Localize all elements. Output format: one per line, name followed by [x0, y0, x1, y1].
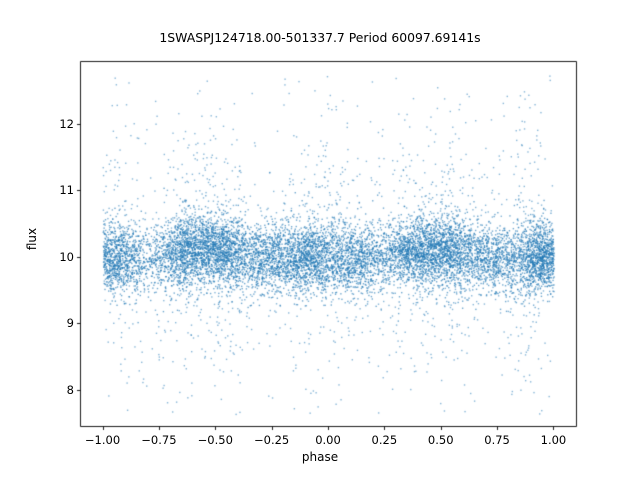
x-tick-label: −0.75	[141, 433, 177, 447]
x-tick-label: −0.50	[197, 433, 233, 447]
x-tick-label: 1.00	[540, 433, 567, 447]
y-axis-label: flux	[25, 227, 39, 251]
y-tick-label: 8	[66, 382, 74, 397]
x-tick-label: 0.75	[484, 433, 510, 447]
x-tick-label: −1.00	[84, 433, 121, 447]
x-tick-label: −0.25	[254, 433, 290, 447]
x-tick-label: 0.00	[315, 433, 341, 447]
y-tick-label: 9	[66, 316, 74, 331]
x-tick-label: 0.25	[371, 433, 398, 447]
y-tick-label: 12	[59, 117, 74, 132]
x-tick-label: 0.50	[427, 433, 454, 447]
x-axis-label: phase	[301, 450, 339, 464]
y-tick-label: 10	[59, 249, 74, 264]
y-tick-label: 11	[59, 183, 74, 198]
chart-title: 1SWASPJ124718.00-501337.7 Period 60097.6…	[159, 30, 481, 45]
